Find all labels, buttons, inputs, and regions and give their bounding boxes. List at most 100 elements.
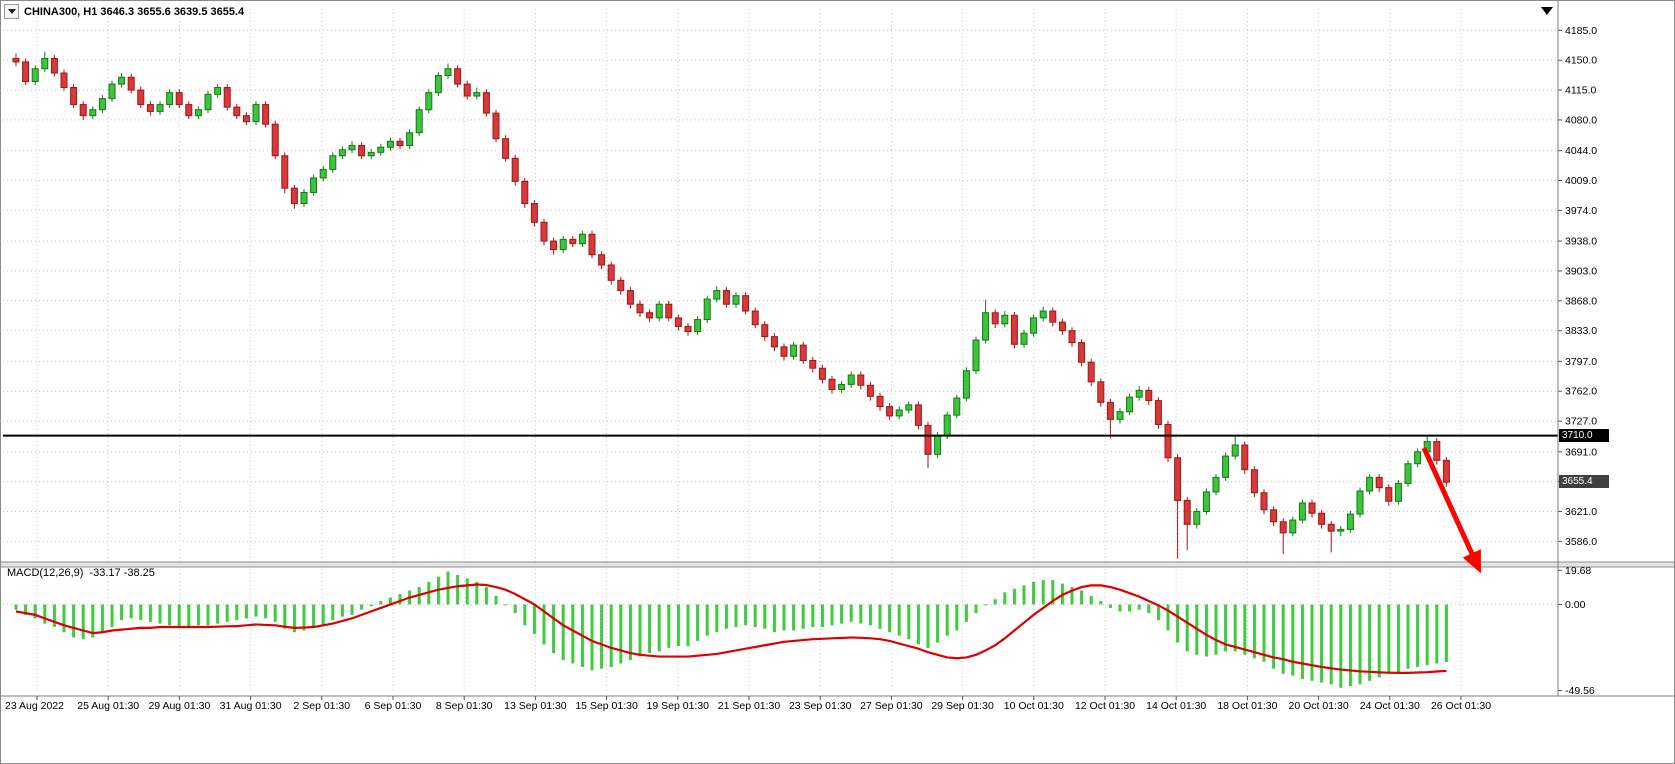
candle <box>1039 310 1047 319</box>
macd-histogram-bar <box>369 604 373 607</box>
price-axis-label[interactable]: 3727.0 <box>1565 416 1597 428</box>
macd-histogram-bar <box>523 604 527 626</box>
macd-histogram-bar <box>1214 604 1218 655</box>
time-axis-label[interactable]: 23 Sep 01:30 <box>789 700 852 712</box>
time-axis-label[interactable]: 31 Aug 01:30 <box>220 700 282 712</box>
macd-histogram-bar <box>120 604 124 621</box>
time-axis-label[interactable]: 18 Oct 01:30 <box>1217 700 1277 712</box>
candle <box>1356 490 1364 515</box>
price-axis-label[interactable]: 4150.0 <box>1565 55 1597 67</box>
candle <box>742 295 750 312</box>
macd-histogram-bar <box>72 604 76 638</box>
price-axis-label[interactable]: 4185.0 <box>1565 25 1597 37</box>
price-axis-label[interactable]: 4044.0 <box>1565 145 1597 157</box>
price-axis-label[interactable]: 4080.0 <box>1565 114 1597 126</box>
macd-histogram-bar <box>216 604 220 624</box>
time-axis-label[interactable]: 15 Sep 01:30 <box>575 700 638 712</box>
macd-histogram-bar <box>340 604 344 617</box>
macd-histogram-bar <box>139 604 143 621</box>
time-axis-label[interactable]: 25 Aug 01:30 <box>77 700 139 712</box>
macd-histogram-bar <box>849 604 853 622</box>
macd-histogram-bar <box>744 604 748 626</box>
time-axis-label[interactable]: 6 Sep 01:30 <box>365 700 422 712</box>
time-axis-label[interactable]: 8 Sep 01:30 <box>436 700 493 712</box>
macd-histogram-bar <box>945 604 949 636</box>
candle <box>406 132 414 147</box>
candle <box>828 378 836 391</box>
panel-splitter[interactable] <box>1 562 1675 567</box>
time-axis-label[interactable]: 21 Sep 01:30 <box>718 700 781 712</box>
macd-histogram-bar <box>81 604 85 640</box>
time-axis-label[interactable]: 10 Oct 01:30 <box>1004 700 1064 712</box>
price-axis-label[interactable]: 3621.0 <box>1565 506 1597 518</box>
macd-histogram-bar <box>657 604 661 652</box>
trend-arrow-annotation[interactable] <box>1421 446 1481 574</box>
candle <box>194 109 202 117</box>
candle <box>1366 476 1374 492</box>
candle <box>1001 314 1009 325</box>
chart-shift-marker-icon[interactable] <box>1541 7 1553 15</box>
candle <box>166 92 174 106</box>
price-axis-label[interactable]: 3974.0 <box>1565 205 1597 217</box>
candle <box>511 157 519 182</box>
time-axis-label[interactable]: 24 Oct 01:30 <box>1360 700 1420 712</box>
price-axis-label[interactable]: 3797.0 <box>1565 356 1597 368</box>
macd-histogram-bar <box>561 604 565 661</box>
candle <box>540 221 548 242</box>
macd-histogram-bar <box>1435 604 1439 664</box>
time-axis-label[interactable]: 2 Sep 01:30 <box>293 700 350 712</box>
time-axis-label[interactable]: 14 Oct 01:30 <box>1146 700 1206 712</box>
macd-histogram-bar <box>1118 604 1122 612</box>
macd-histogram-bar <box>225 604 229 622</box>
time-axis-label[interactable]: 20 Oct 01:30 <box>1289 700 1349 712</box>
price-axis-label[interactable]: 3762.0 <box>1565 386 1597 398</box>
macd-axis-label[interactable]: 0.00 <box>1565 599 1586 611</box>
time-axis-label[interactable]: 19 Sep 01:30 <box>647 700 710 712</box>
time-axis-label[interactable]: 29 Aug 01:30 <box>148 700 210 712</box>
macd-histogram-bar <box>158 604 162 624</box>
candle <box>818 367 826 380</box>
time-axis-label[interactable]: 23 Aug 2022 <box>5 700 64 712</box>
macd-histogram-bar <box>609 604 613 667</box>
candle <box>1337 528 1345 532</box>
chevron-down-icon[interactable] <box>4 4 19 19</box>
macd-histogram-bar <box>667 604 671 648</box>
symbol-selector[interactable]: CHINA300, H1 3646.3 3655.6 3639.5 3655.4 <box>4 4 244 19</box>
macd-histogram-bar <box>1329 604 1333 685</box>
price-axis-label[interactable]: 3833.0 <box>1565 325 1597 337</box>
price-axis-label[interactable]: 3938.0 <box>1565 236 1597 248</box>
candle <box>550 240 558 251</box>
time-axis-label[interactable]: 29 Sep 01:30 <box>931 700 994 712</box>
macd-histogram-bar <box>187 604 191 628</box>
candle <box>271 123 279 157</box>
candle <box>377 146 385 153</box>
candle <box>233 106 241 117</box>
time-axis-label[interactable]: 26 Oct 01:30 <box>1431 700 1491 712</box>
price-axis-label[interactable]: 4009.0 <box>1565 175 1597 187</box>
candle <box>1010 314 1018 345</box>
time-axis-label[interactable]: 27 Sep 01:30 <box>860 700 923 712</box>
price-axis-label[interactable]: 3903.0 <box>1565 265 1597 277</box>
price-axis-label[interactable]: 3586.0 <box>1565 536 1597 548</box>
price-axis-label[interactable]: 3868.0 <box>1565 295 1597 307</box>
time-axis-label[interactable]: 13 Sep 01:30 <box>504 700 567 712</box>
candle <box>665 303 673 319</box>
macd-histogram-bar <box>52 604 56 628</box>
candle <box>655 303 663 319</box>
macd-axis-label[interactable]: 19.68 <box>1565 565 1591 577</box>
candle <box>962 370 970 399</box>
price-line-badge[interactable]: 3710.0 <box>1559 428 1609 442</box>
macd-axis-label[interactable]: -49.56 <box>1565 685 1595 697</box>
candle <box>1078 342 1086 363</box>
macd-histogram-bar <box>1147 604 1151 614</box>
candle <box>1442 459 1450 483</box>
candle <box>329 155 337 170</box>
candle <box>348 145 356 151</box>
price-axis-label[interactable]: 3691.0 <box>1565 446 1597 458</box>
time-axis-label[interactable]: 12 Oct 01:30 <box>1075 700 1135 712</box>
macd-histogram-bar <box>360 604 364 610</box>
price-axis-label[interactable]: 4115.0 <box>1565 85 1596 97</box>
macd-histogram-bar <box>1233 604 1237 652</box>
candle <box>1260 492 1268 511</box>
